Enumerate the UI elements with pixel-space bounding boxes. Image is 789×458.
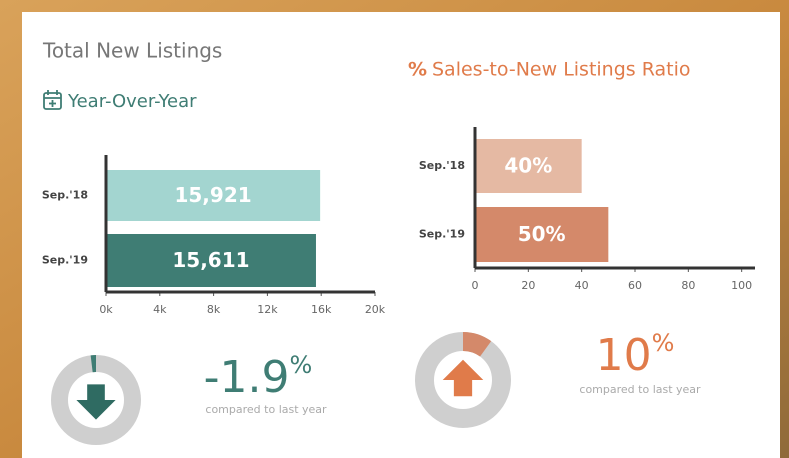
x-tick-label: 0 [472,279,479,292]
change-value: 10% [596,329,675,381]
change-note: compared to last year [205,403,327,416]
change-number: 10 [596,330,652,381]
y-tick-label: Sep.'19 [42,254,88,267]
data-label: 50% [518,222,566,246]
x-tick-label: 12k [257,303,278,316]
title: Total New Listings [42,39,222,63]
donut-arc [462,332,492,357]
data-label: 15,921 [174,183,251,207]
calendar-icon [43,90,62,110]
x-tick-label: 20k [365,303,386,316]
change-number: -1.9 [204,352,290,403]
y-tick-label: Sep.'18 [42,189,88,202]
change-unit: % [652,329,675,357]
y-tick-label: Sep.'18 [419,159,465,172]
x-tick-label: 80 [681,279,695,292]
arrow-icon [76,384,116,420]
x-tick-label: 4k [153,303,167,316]
change-value: -1.9% [204,351,313,403]
x-tick-label: 40 [575,279,589,292]
data-label: 40% [504,154,552,178]
subtitle: Year-Over-Year [67,91,197,112]
change-note: compared to last year [579,383,701,396]
bar [106,170,321,221]
bar [475,139,582,193]
x-tick-label: 0k [99,303,113,316]
y-tick-label: Sep.'19 [419,228,465,241]
x-tick-label: 20 [521,279,535,292]
change-unit: % [290,351,313,379]
bar [475,207,609,262]
x-tick-label: 60 [628,279,642,292]
bar [106,234,316,287]
title: Sales-to-New Listings Ratio [432,59,691,81]
data-label: 15,611 [172,248,249,272]
title-icon: % [408,59,427,81]
arrow-icon [442,359,484,397]
x-tick-label: 16k [311,303,332,316]
x-tick-label: 100 [731,279,752,292]
x-tick-label: 8k [207,303,221,316]
